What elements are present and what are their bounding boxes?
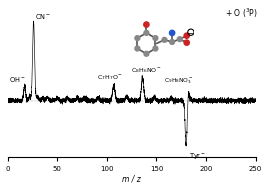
- Text: OH$^-$: OH$^-$: [9, 75, 25, 84]
- Text: C$_8$H$_6$NO$^-$: C$_8$H$_6$NO$^-$: [131, 66, 161, 75]
- Text: + O ($^3$P): + O ($^3$P): [225, 6, 258, 20]
- X-axis label: m / z: m / z: [122, 174, 141, 184]
- Text: C$_7$H$_7$O$^-$: C$_7$H$_7$O$^-$: [97, 74, 123, 82]
- Text: C$_9$H$_8$NO$_3^-$: C$_9$H$_8$NO$_3^-$: [164, 76, 194, 86]
- Text: Tyr$^-$: Tyr$^-$: [189, 151, 206, 161]
- Text: CN$^-$: CN$^-$: [35, 12, 50, 21]
